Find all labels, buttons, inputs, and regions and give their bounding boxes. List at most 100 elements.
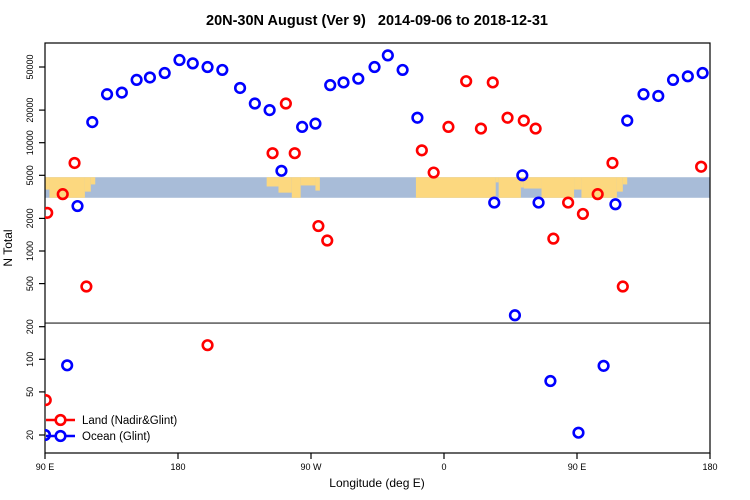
map-land-segment	[574, 177, 582, 190]
data-point	[532, 196, 545, 209]
data-point	[576, 207, 590, 221]
latitude-map-band	[45, 177, 710, 198]
data-point	[45, 206, 54, 219]
data-point	[248, 97, 261, 110]
data-point	[606, 156, 619, 170]
data-point	[562, 196, 575, 209]
data-point	[288, 147, 301, 160]
data-point	[415, 144, 428, 157]
map-land-segment	[415, 177, 496, 198]
y-axis-ticks: 20 50 100 200 500 1000 2000 5000 10000 20000 50000	[25, 54, 45, 440]
data-point	[324, 79, 337, 92]
data-point	[508, 309, 522, 322]
map-land-segment	[520, 177, 524, 188]
legend: Land (Nadir&Glint) Ocean (Glint)	[46, 413, 177, 443]
data-point	[381, 49, 394, 62]
data-point	[173, 53, 186, 67]
data-point	[516, 169, 529, 182]
map-land-segment	[315, 177, 320, 191]
data-point	[68, 156, 81, 170]
data-point	[591, 188, 604, 201]
data-point	[547, 232, 560, 245]
data-point	[279, 97, 292, 110]
y-axis-title: N Total	[1, 229, 15, 266]
data-point	[529, 122, 542, 135]
map-land-segment	[300, 177, 316, 186]
map-land-segment	[291, 177, 301, 198]
map-land-segment	[266, 177, 279, 187]
map-land-segment	[495, 177, 499, 183]
data-point	[86, 115, 99, 129]
data-point	[337, 76, 350, 89]
data-point	[233, 81, 247, 95]
data-point	[216, 63, 229, 77]
map-land-segment	[498, 177, 521, 198]
x-tick-label: 90 W	[300, 462, 322, 472]
data-point	[572, 426, 585, 439]
y-tick-label: 500	[25, 276, 35, 291]
y-tick-label: 50000	[25, 54, 35, 79]
data-point	[321, 234, 334, 247]
y-tick-label: 50	[25, 387, 35, 397]
map-land-segment	[90, 177, 96, 185]
map-land-segment	[616, 177, 623, 192]
data-point	[637, 88, 650, 101]
data-point	[474, 122, 488, 135]
data-point	[115, 86, 128, 99]
data-point	[517, 114, 530, 127]
data-point	[266, 147, 279, 160]
plot-border	[44, 42, 711, 454]
data-point	[263, 103, 276, 117]
data-point	[442, 120, 455, 133]
x-tick-label: 90 E	[568, 462, 587, 472]
data-point	[201, 60, 214, 74]
data-point	[696, 66, 709, 80]
y-tick-label: 2000	[25, 208, 35, 228]
data-point	[275, 164, 288, 177]
data-point	[621, 114, 634, 127]
y-tick-label: 20	[25, 430, 35, 440]
data-point	[352, 72, 365, 85]
data-point	[45, 394, 52, 407]
data-point	[544, 374, 557, 388]
data-point	[597, 359, 610, 372]
data-point	[71, 199, 84, 213]
data-point	[695, 160, 708, 173]
map-land-segment	[581, 177, 617, 198]
map-land-segment	[622, 177, 628, 185]
data-point	[158, 66, 171, 80]
chart-title: 20N-30N August (Ver 9) 2014-09-06 to 201…	[206, 13, 548, 29]
data-point	[411, 111, 424, 124]
legend-land-marker	[54, 413, 67, 427]
data-point	[666, 73, 680, 87]
data-point	[100, 88, 114, 101]
data-point	[130, 73, 143, 87]
y-tick-label: 100	[25, 352, 35, 367]
map-land-segment	[84, 177, 91, 192]
data-point	[609, 198, 622, 211]
data-point	[296, 120, 309, 133]
legend-ocean-label: Ocean (Glint)	[82, 431, 151, 443]
map-land-segment	[541, 177, 575, 198]
data-point	[368, 60, 381, 74]
data-point	[681, 70, 694, 83]
data-point	[396, 63, 409, 77]
x-tick-label: 180	[170, 462, 185, 472]
map-land-segment	[278, 177, 292, 193]
y-tick-label: 5000	[25, 165, 35, 185]
y-tick-label: 200	[25, 319, 35, 334]
y-tick-label: 1000	[25, 241, 35, 261]
data-point	[80, 280, 93, 293]
map-land-segment	[45, 177, 50, 190]
data-point	[427, 166, 440, 179]
x-tick-label: 90 E	[36, 462, 55, 472]
data-point	[56, 188, 69, 201]
data-point	[312, 219, 325, 233]
data-point	[501, 111, 514, 124]
legend-ocean-marker	[54, 429, 67, 443]
legend-land-label: Land (Nadir&Glint)	[82, 415, 177, 427]
y-tick-label: 20000	[25, 98, 35, 123]
data-point	[486, 76, 499, 89]
